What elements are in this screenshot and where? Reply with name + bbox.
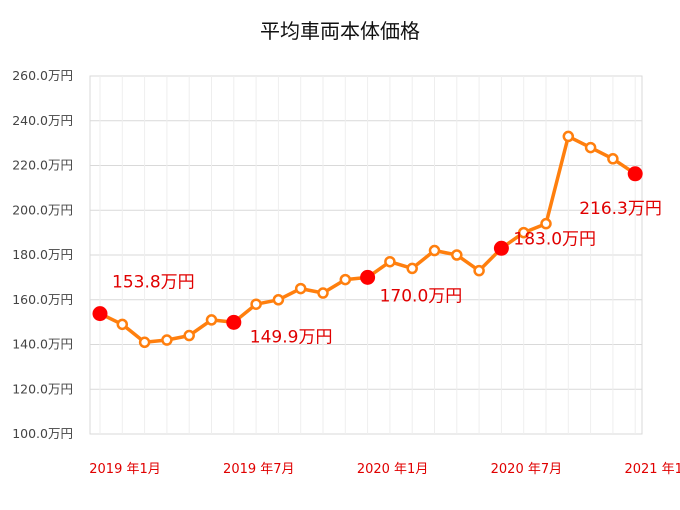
y-tick-label: 180.0万円 [12,247,73,262]
data-point [384,255,396,268]
x-tick-label: 2020 年7月 [491,462,563,477]
data-point [451,249,463,261]
data-point [205,314,218,326]
price-series [92,130,643,349]
y-axis: 100.0万円 120.0万円 140.0万円 160.0万円 180.0万円 200.0… [12,68,73,441]
data-point [272,294,285,306]
y-tick-label: 100.0万円 [12,426,73,441]
data-point [562,130,575,143]
data-point [406,262,418,275]
data-point [339,273,352,286]
data-point [250,298,262,310]
data-label: 183.0万円 [513,229,596,249]
data-point [517,226,530,239]
data-point [473,264,485,277]
data-point [540,217,552,230]
y-tick-label: 200.0万円 [12,202,73,217]
y-tick-label: 220.0万円 [12,158,73,173]
grid-lines [90,75,642,435]
data-point [116,318,129,331]
highlight-point [627,166,643,182]
highlight-point [92,306,108,322]
data-point [428,244,441,257]
data-label: 149.9万円 [250,327,333,347]
chart-title: 平均車両本体価格 [260,19,420,43]
x-tick-label: 2021 年1月 [624,462,680,477]
data-label: 216.3万円 [579,199,662,219]
y-tick-label: 240.0万円 [12,113,73,128]
x-tick-label: 2020 年1月 [357,462,429,477]
highlight-point [226,314,242,330]
data-point [317,287,329,299]
data-labels: 153.8万円 149.9万円 170.0万円 183.0万円 216.3万円 [112,199,662,348]
data-label: 153.8万円 [112,273,195,293]
highlight-point [493,240,509,256]
data-point [584,141,597,154]
data-point [294,282,307,295]
data-label: 170.0万円 [380,286,463,306]
y-tick-label: 120.0万円 [12,381,73,396]
x-axis: 2019 年1月 2019 年7月 2020 年1月 2020 年7月 2021 年1月 [89,462,680,477]
y-tick-label: 160.0万円 [12,292,73,307]
data-point [183,329,195,342]
data-point [161,334,173,346]
data-point [607,153,619,165]
data-point [138,336,151,349]
x-tick-label: 2019 年1月 [89,462,161,477]
highlight-point [360,269,376,285]
y-tick-label: 260.0万円 [12,68,73,83]
y-tick-label: 140.0万円 [12,337,73,352]
x-tick-label: 2019 年7月 [223,462,295,477]
